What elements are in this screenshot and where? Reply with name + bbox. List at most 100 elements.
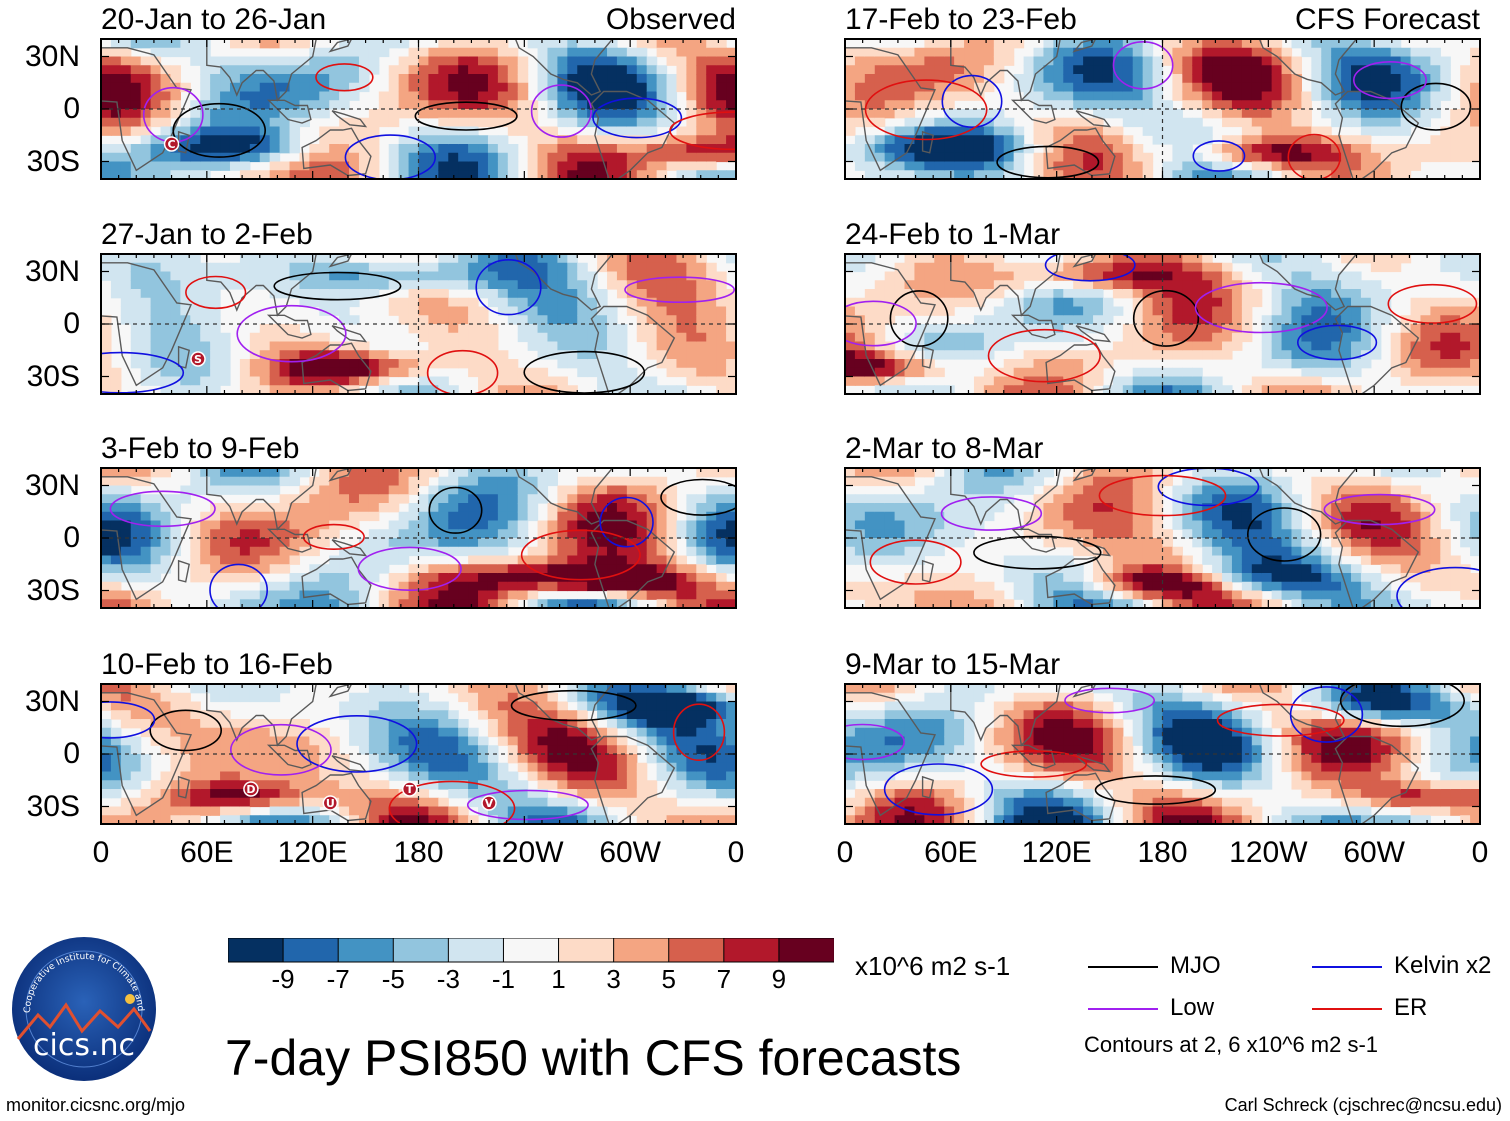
panel-title: 9-Mar to 15-Mar	[845, 648, 1061, 681]
colorbar-level: 3	[606, 964, 621, 994]
contour-mjo	[996, 145, 1100, 179]
contour-kelvin-x2	[296, 715, 418, 773]
lat-tick-label: 30N	[24, 254, 80, 288]
colorbar-swatch	[502, 938, 560, 963]
colorbar-swatch	[558, 938, 615, 963]
colorbar-level: -5	[381, 964, 405, 994]
lat-tick-label: 30S	[26, 789, 80, 823]
wave-marker	[322, 795, 339, 811]
contour-low	[109, 490, 216, 528]
contour-low	[1353, 60, 1428, 100]
map-panel: S	[100, 253, 737, 395]
contour-mjo	[523, 350, 646, 394]
lat-tick-label: 30N	[24, 39, 80, 73]
legend-label: Kelvin x2	[1394, 952, 1492, 979]
contour-kelvin-x2	[475, 259, 542, 316]
contour-kelvin-x2	[941, 74, 1003, 129]
contour-er	[426, 349, 499, 394]
lat-tick-label: 30S	[26, 359, 80, 393]
contour-low	[940, 496, 1043, 531]
colorbar-swatch	[447, 938, 505, 963]
contour-kelvin-x2	[101, 351, 185, 394]
contour-low	[1064, 687, 1155, 714]
lat-tick-label: 30S	[26, 144, 80, 178]
colorbar-swatch	[723, 938, 780, 963]
wave-contours	[101, 259, 735, 394]
wave-marker	[190, 351, 206, 367]
colorbar-level: 5	[661, 964, 676, 994]
colorbar-level: -3	[436, 964, 460, 994]
lon-tick-label: 120E	[1021, 836, 1092, 869]
main-title: 7-day PSI850 with CFS forecasts	[225, 1030, 962, 1086]
coastlines	[101, 254, 676, 394]
contour-kelvin-x2	[592, 97, 683, 139]
lon-tick-label: 0	[727, 836, 745, 869]
contour-kelvin-x2	[101, 701, 156, 739]
contour-mjo	[1339, 684, 1465, 728]
wave-contours	[109, 478, 736, 608]
colorbar-level: 7	[716, 964, 732, 994]
panel-title: 2-Mar to 8-Mar	[845, 432, 1044, 465]
contour-mjo	[428, 486, 483, 534]
contour-er	[869, 539, 962, 585]
colorbar-level: -7	[326, 964, 350, 994]
lat-tick-label: 0	[63, 521, 80, 554]
wave-contours	[142, 63, 736, 179]
contour-low	[357, 546, 462, 591]
legend-line	[1088, 1008, 1158, 1010]
lat-tick-label: 0	[63, 92, 80, 125]
contour-low	[466, 789, 589, 821]
lon-tick-label: 0	[92, 836, 110, 869]
colorbar-level: -9	[271, 964, 295, 994]
lat-tick-label: 30S	[26, 573, 80, 607]
lon-tick-label: 120E	[277, 836, 348, 869]
lon-tick-label: 0	[1471, 836, 1489, 869]
anomaly-field	[845, 39, 1480, 179]
anomaly-field	[101, 468, 736, 608]
lat-tick-label: 30N	[24, 684, 80, 718]
contour-er	[672, 703, 726, 762]
colorbar-swatch	[392, 938, 450, 963]
contour-low	[845, 300, 917, 347]
wave-contours	[845, 684, 1465, 816]
contour-kelvin-x2	[1396, 566, 1480, 608]
contour-mjo	[172, 102, 266, 158]
colorbar-swatch	[778, 938, 834, 963]
contour-er	[315, 63, 374, 92]
lat-tick-label: 0	[63, 307, 80, 340]
contour-mjo	[973, 535, 1102, 570]
wave-contours	[101, 689, 726, 824]
anomaly-field	[101, 39, 736, 179]
logo-text: cics.nc	[33, 1028, 135, 1063]
contour-er	[980, 750, 1088, 778]
panel-title: 17-Feb to 23-Feb	[845, 3, 1077, 36]
colorbar-swatch	[668, 938, 725, 963]
legend-line	[1312, 966, 1382, 968]
colorbar-units: x10^6 m2 s-1	[855, 951, 1011, 981]
wave-marker	[163, 136, 180, 152]
legend-label: Low	[1170, 994, 1215, 1021]
contour-mjo	[889, 290, 949, 347]
anomaly-field	[101, 254, 736, 394]
cics-logo: Cooperative Institute for Climate and Sa…	[10, 935, 156, 1081]
lon-tick-label: 60W	[599, 836, 661, 869]
contour-low	[1112, 41, 1174, 90]
contour-er	[1216, 703, 1345, 737]
wave-marker	[481, 795, 497, 811]
wave-marker-label: T	[406, 783, 414, 796]
panel-tag: CFS Forecast	[1294, 3, 1480, 36]
contour-kelvin-x2	[883, 763, 994, 816]
contour-mjo	[149, 709, 222, 752]
lon-tick-label: 120W	[1229, 836, 1308, 869]
contour-kelvin-x2	[599, 496, 654, 548]
legend-label: MJO	[1170, 952, 1221, 979]
anomaly-field	[845, 684, 1480, 824]
panel-title: 24-Feb to 1-Mar	[845, 218, 1061, 251]
lat-tick-label: 30N	[24, 468, 80, 502]
contour-kelvin-x2	[344, 134, 436, 179]
contour-er	[520, 529, 641, 581]
wave-marker-label: V	[485, 797, 494, 810]
lon-tick-label: 60E	[924, 836, 978, 869]
wave-marker-label: C	[168, 138, 176, 151]
contour-mjo	[273, 271, 402, 301]
